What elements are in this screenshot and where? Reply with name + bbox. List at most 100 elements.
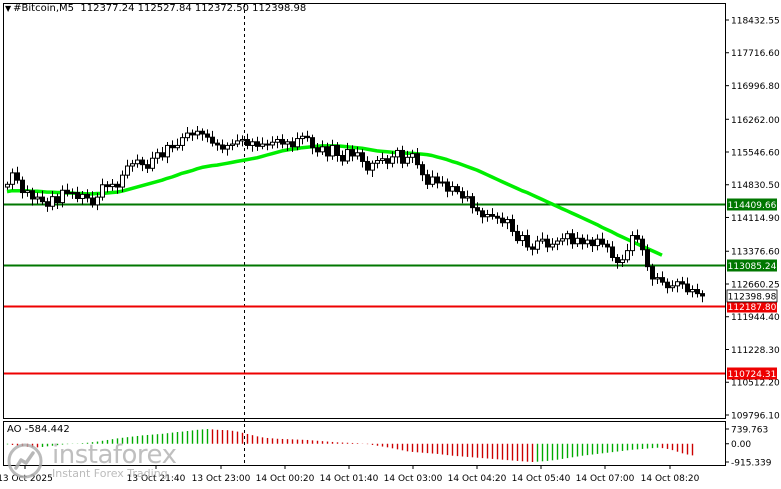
candle-body (90, 197, 95, 206)
price-tick-label: 112660.25 (731, 281, 780, 291)
candle-body (215, 142, 220, 146)
candle-body (385, 158, 390, 164)
candle-body (480, 210, 485, 218)
candle-body (260, 143, 265, 147)
candle-body (440, 181, 445, 184)
candle-body (700, 293, 705, 297)
watermark: instaforex Instant Forex Trading (6, 442, 177, 480)
candle-body (335, 144, 340, 156)
candle-body (565, 233, 570, 240)
candle-body (620, 259, 625, 264)
candle-body (170, 144, 175, 149)
candle-body (55, 196, 60, 204)
candle-body (220, 144, 225, 150)
price-tick-label: 109796.10 (731, 412, 780, 422)
candle-body (415, 153, 420, 166)
candle-body (410, 153, 415, 158)
time-tick-label: 14 Oct 01:40 (320, 474, 379, 484)
candle-body (295, 138, 300, 148)
candle-body (570, 233, 575, 245)
candle-body (350, 149, 355, 157)
candle-body (665, 281, 670, 289)
candle-body (530, 246, 535, 250)
candle-body (25, 190, 30, 194)
time-tick-label: 14 Oct 04:20 (448, 474, 507, 484)
ao-tick-label: -915.339 (731, 459, 772, 469)
level-label-box-1 (727, 259, 777, 272)
candle-body (525, 235, 530, 248)
candle-body (580, 237, 585, 245)
watermark-subtitle: Instant Forex Trading (52, 467, 168, 480)
candle-body (165, 144, 170, 158)
candle-body (650, 266, 655, 280)
price-tick-label: 113376.60 (731, 248, 780, 258)
time-tick-label: 13 Oct 2025 (0, 474, 53, 484)
candle-body (210, 136, 215, 144)
candle-body (225, 144, 230, 150)
candle-body (420, 164, 425, 176)
candle-body (75, 192, 80, 199)
candle-body (690, 289, 695, 293)
candle-body (245, 138, 250, 146)
candle-body (595, 238, 600, 247)
time-tick-label: 14 Oct 07:00 (576, 474, 635, 484)
candle-body (255, 141, 260, 147)
candle-body (235, 140, 240, 145)
candle-body (470, 196, 475, 209)
candle-body (10, 172, 15, 185)
candle-body (330, 144, 335, 157)
level-label-3: 110724.31 (728, 370, 777, 380)
candle-body (130, 163, 135, 167)
candle-body (395, 149, 400, 158)
candle-body (615, 256, 620, 264)
candle-body (315, 147, 320, 153)
candle-body (35, 196, 40, 200)
time-tick-label: 14 Oct 00:20 (256, 474, 315, 484)
price-tick-label: 115546.60 (731, 148, 780, 158)
price-tick-label: 117716.60 (731, 49, 780, 59)
level-label-0: 114409.66 (728, 201, 777, 211)
candle-body (535, 240, 540, 250)
candle-body (435, 176, 440, 184)
candle-body (495, 215, 500, 219)
current-price-box (726, 289, 778, 303)
candle-body (275, 138, 280, 143)
candle-body (145, 164, 150, 169)
candle-body (175, 144, 180, 149)
current-price-label: 112398.98 (728, 292, 777, 302)
time-tick-label: 14 Oct 05:40 (512, 474, 571, 484)
candle-body (95, 196, 100, 206)
candle-body (625, 250, 630, 261)
candle-body (100, 184, 105, 198)
symbol-label: #Bitcoin,M5 (13, 3, 74, 14)
time-tick-label: 14 Oct 08:20 (641, 474, 700, 484)
candle-body (345, 149, 350, 162)
candle-body (180, 137, 185, 146)
candle-body (540, 238, 545, 242)
level-label-box-2 (727, 300, 777, 313)
candle-body (505, 219, 510, 224)
candle-body (205, 133, 210, 138)
candle-body (185, 132, 190, 139)
candle-body (250, 141, 255, 146)
candle-body (125, 165, 130, 176)
candle-body (15, 172, 20, 181)
candle-body (140, 159, 145, 166)
candle-body (425, 174, 430, 185)
price-tick-label: 110512.20 (731, 379, 780, 389)
ao-header: AO -584.442 (7, 424, 70, 435)
ao-pane (3, 421, 726, 466)
candle-body (160, 152, 165, 158)
candle-body (105, 184, 110, 188)
collapse-triangle-icon[interactable]: ▼ (5, 4, 12, 13)
candle-body (545, 238, 550, 248)
ohlc-values: 112377.24 112527.84 112372.50 112398.98 (80, 3, 307, 14)
time-tick-label: 13 Oct 21:40 (127, 474, 186, 484)
candle-body (675, 281, 680, 287)
candle-body (285, 141, 290, 145)
candle-body (290, 141, 295, 148)
candle-body (30, 190, 35, 200)
time-tick-label: 13 Oct 23:00 (192, 474, 251, 484)
candle-body (660, 277, 665, 283)
candle-body (455, 186, 460, 193)
